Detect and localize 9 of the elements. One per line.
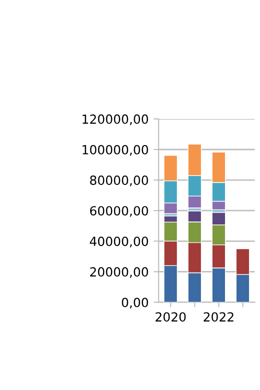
y-tick-label: 40000,00 (90, 236, 148, 248)
y-tick-label: 100000,00 (82, 144, 148, 156)
y-tick-label: 60000,00 (90, 206, 148, 217)
x-tick-label: 2020 (156, 312, 186, 322)
y-tick-label: 120000,00 (82, 114, 148, 126)
x-tick-label: 2022 (204, 312, 234, 322)
y-tick-label: 0,00 (122, 298, 148, 308)
y-tick-label: 80000,00 (90, 176, 148, 186)
y-tick-label: 20000,00 (90, 267, 148, 278)
